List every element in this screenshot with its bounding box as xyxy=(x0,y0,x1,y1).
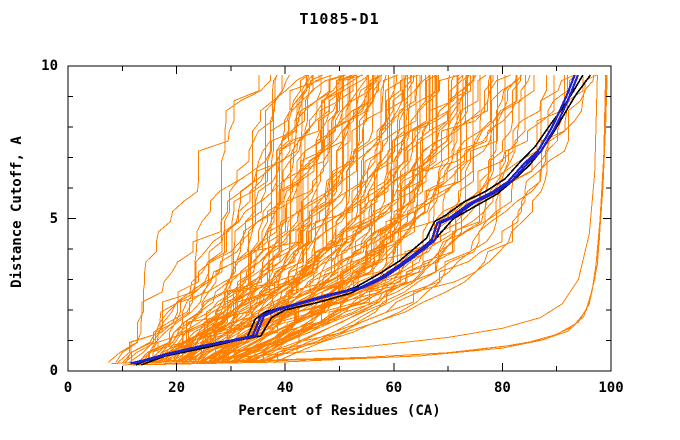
ensemble-curve xyxy=(176,74,387,363)
ensemble-curve xyxy=(145,75,342,363)
x-axis-label: Percent of Residues (CA) xyxy=(238,403,441,419)
ensemble-curve xyxy=(243,75,468,363)
ensemble-curve xyxy=(273,75,584,363)
ensemble-curve xyxy=(233,75,471,363)
ensemble-curve xyxy=(174,75,351,363)
ensemble-curve xyxy=(128,74,346,363)
outlier-model-2 xyxy=(122,75,608,366)
ensemble-curve xyxy=(175,74,362,363)
ensemble-curve xyxy=(235,74,511,363)
ensemble-curve xyxy=(230,74,531,363)
highlighted-model-2 xyxy=(133,74,579,365)
ensemble-curve xyxy=(274,75,594,363)
ensemble-curve xyxy=(149,74,310,363)
x-tick-label: 20 xyxy=(168,380,186,396)
ensemble-curve xyxy=(152,74,278,363)
ensemble-curve xyxy=(179,74,342,363)
ensemble-curve xyxy=(203,75,412,363)
ensemble-curve xyxy=(142,74,380,363)
ensemble-curve xyxy=(165,74,364,363)
ensemble-curve xyxy=(136,75,271,363)
ensemble-curve xyxy=(117,75,307,363)
ensemble-curve xyxy=(162,75,403,363)
ensemble-curve xyxy=(181,74,369,363)
y-tick-label: 5 xyxy=(49,210,58,227)
ensemble-curve xyxy=(210,75,403,363)
ensemble-curve xyxy=(254,74,575,363)
ensemble-curve xyxy=(165,75,369,363)
ensemble-curve xyxy=(157,74,291,363)
ensemble-curve xyxy=(125,75,283,363)
ensemble-curve xyxy=(107,75,314,363)
ensemble-curve xyxy=(148,74,323,363)
ensemble-curve xyxy=(199,75,440,363)
ensemble-curve xyxy=(146,75,331,363)
ensemble-curve xyxy=(122,74,307,363)
ensemble-curve xyxy=(162,75,313,363)
chart-title: T1085-D1 xyxy=(299,10,380,28)
ensemble-curve xyxy=(236,75,492,363)
y-tick-label: 0 xyxy=(49,363,58,379)
ensemble-curve xyxy=(218,75,475,363)
ensemble-curve xyxy=(167,75,351,363)
ensemble-curve xyxy=(233,75,535,363)
ensemble-curve xyxy=(185,74,370,363)
ensemble-curve xyxy=(228,75,522,363)
x-tick-label: 40 xyxy=(276,380,294,396)
x-tick-label: 60 xyxy=(385,380,403,396)
ensemble-curve xyxy=(257,75,469,363)
y-tick-label: 10 xyxy=(41,58,58,74)
ensemble-curve xyxy=(124,74,313,363)
x-tick-label: 80 xyxy=(493,380,511,396)
ensemble-curve xyxy=(263,75,555,363)
ensemble-curve xyxy=(251,75,517,363)
ensemble-curve xyxy=(131,74,357,363)
ensemble-curve xyxy=(215,75,437,363)
ensemble-curve xyxy=(213,75,433,363)
x-tick-label: 100 xyxy=(598,380,624,396)
ensemble-curve xyxy=(262,74,597,363)
x-tick-label: 0 xyxy=(63,380,73,396)
ensemble-curve xyxy=(148,75,354,363)
outlier-model-3 xyxy=(133,75,607,366)
ensemble-curve xyxy=(213,74,518,363)
ensemble-curve xyxy=(191,75,417,363)
ensemble-curve xyxy=(212,75,427,363)
ensemble-curve xyxy=(211,74,460,363)
outlier-model-4 xyxy=(149,75,598,363)
ensemble-curve xyxy=(173,75,340,363)
ensemble-curve xyxy=(245,75,518,363)
ensemble-curve xyxy=(254,75,568,363)
